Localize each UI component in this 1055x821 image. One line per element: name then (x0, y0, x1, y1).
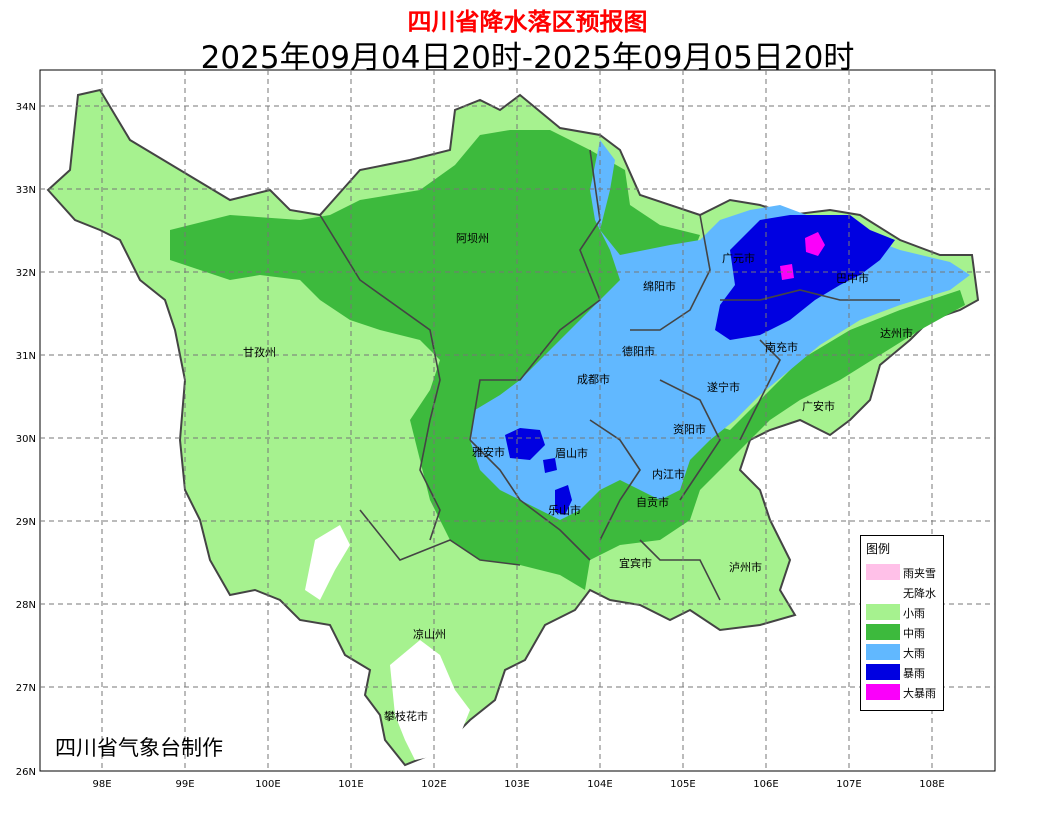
region-no-rain-west (305, 525, 350, 600)
region-no-rain-south (390, 640, 470, 760)
legend-label: 大暴雨 (903, 687, 936, 700)
lon-label: 100E (255, 779, 280, 790)
lon-label: 105E (670, 779, 695, 790)
lon-label: 107E (836, 779, 861, 790)
region-rainstorm-meishan (543, 458, 557, 473)
credit-text: 四川省气象台制作 (55, 736, 223, 760)
lat-label: 29N (16, 517, 36, 528)
legend-swatch (866, 684, 900, 700)
city-label-ganzi: 甘孜州 (243, 345, 276, 359)
city-labels: 阿坝州 甘孜州 绵阳市 广元市 巴中市 德阳市 成都市 南充市 达州市 遂宁市 … (243, 231, 913, 723)
city-label-bazhong: 巴中市 (836, 271, 869, 285)
legend-label: 暴雨 (903, 667, 925, 680)
legend-swatch (866, 624, 900, 640)
legend-item-sleet: 雨夹雪 (866, 564, 944, 582)
legend-item-light-rain: 小雨 (866, 604, 944, 622)
region-rainstorm-yaan (505, 428, 545, 460)
legend-item-torrential-rain: 大暴雨 (866, 684, 944, 702)
legend-title: 图例 (866, 542, 891, 556)
city-label-guangan: 广安市 (802, 399, 835, 413)
legend-swatch (866, 644, 900, 660)
lon-label: 106E (753, 779, 778, 790)
city-label-yibin: 宜宾市 (619, 556, 652, 570)
lat-tick-labels: 34N 33N 32N 31N 30N 29N 28N 27N 26N (16, 102, 36, 778)
city-label-neijiang: 内江市 (652, 467, 685, 481)
city-label-nanchong: 南充市 (765, 340, 798, 354)
legend-item-heavy-rain: 大雨 (866, 644, 944, 662)
city-label-suining: 遂宁市 (707, 380, 740, 394)
lon-label: 108E (919, 779, 944, 790)
legend-label: 无降水 (903, 587, 936, 600)
lat-label: 28N (16, 600, 36, 611)
legend-swatch (866, 584, 900, 600)
lon-label: 98E (92, 779, 111, 790)
lat-label: 31N (16, 351, 36, 362)
region-rainstorm-northeast (715, 215, 895, 340)
city-label-meishan: 眉山市 (555, 446, 588, 460)
lon-label: 99E (175, 779, 194, 790)
lat-label: 33N (16, 185, 36, 196)
lat-label: 32N (16, 268, 36, 279)
legend-item-no-rain: 无降水 (866, 584, 944, 602)
legend-swatch (866, 564, 900, 580)
legend-item-moderate-rain: 中雨 (866, 624, 944, 642)
city-label-liangshan: 凉山州 (413, 627, 446, 641)
legend-swatch (866, 604, 900, 620)
city-label-luzhou: 泸州市 (729, 560, 762, 574)
city-label-deyang: 德阳市 (622, 344, 655, 358)
region-rainstorm-leshan (555, 485, 572, 515)
city-label-zigong: 自贡市 (636, 495, 669, 509)
legend-box: 图例 雨夹雪 无降水 小雨 中雨 大雨 暴雨 大暴雨 (860, 535, 944, 711)
legend-label: 雨夹雪 (903, 567, 936, 580)
graticule (40, 70, 995, 771)
city-label-ziyang: 资阳市 (673, 422, 706, 436)
lon-label: 102E (421, 779, 446, 790)
city-label-leshan: 乐山市 (548, 503, 581, 517)
city-label-aba: 阿坝州 (456, 231, 489, 245)
lat-label: 26N (16, 767, 36, 778)
map-title: 四川省降水落区预报图 (407, 8, 648, 36)
city-label-yaan: 雅安市 (472, 445, 505, 459)
legend-swatch (866, 664, 900, 680)
lat-label: 34N (16, 102, 36, 113)
lat-label: 27N (16, 683, 36, 694)
legend-item-rainstorm: 暴雨 (866, 664, 944, 682)
city-label-guangyuan: 广元市 (722, 251, 755, 265)
region-torrential-rain-1 (805, 232, 825, 256)
city-label-panzhihua: 攀枝花市 (384, 709, 428, 723)
prefecture-boundaries (319, 149, 900, 601)
lat-label: 30N (16, 434, 36, 445)
legend-label: 小雨 (903, 607, 925, 620)
lon-tick-labels: 98E 99E 100E 101E 102E 103E 104E 105E 10… (92, 779, 944, 790)
lon-label: 104E (587, 779, 612, 790)
city-label-dazhou: 达州市 (880, 326, 913, 340)
lon-label: 103E (504, 779, 529, 790)
city-label-mianyang: 绵阳市 (643, 279, 676, 293)
lon-label: 101E (338, 779, 363, 790)
legend-label: 大雨 (903, 647, 925, 660)
legend-label: 中雨 (903, 627, 925, 640)
city-label-chengdu: 成都市 (577, 372, 610, 386)
